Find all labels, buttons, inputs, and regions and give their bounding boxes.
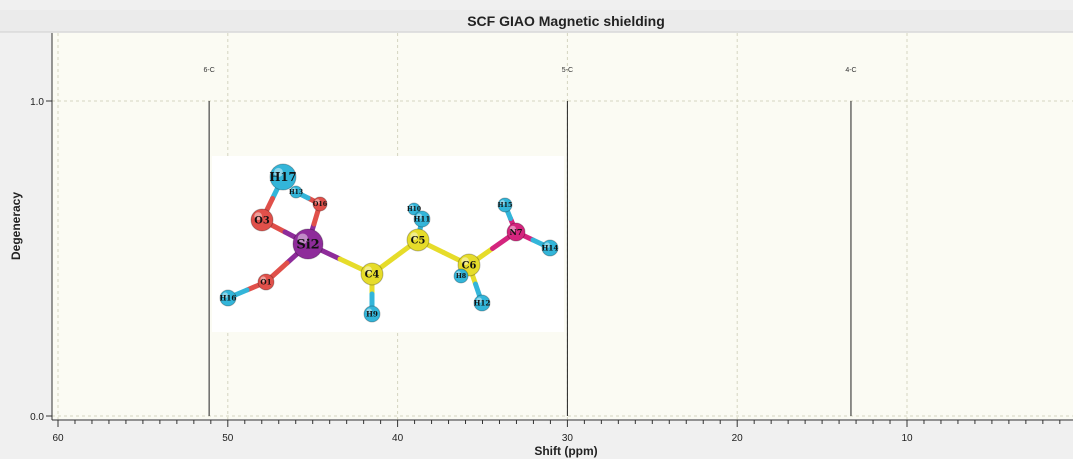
y-tick-label: 1.0: [30, 97, 44, 108]
atom-label: H15: [498, 202, 513, 209]
atom-label: H16: [220, 294, 237, 303]
molecule-image: H17 H13 O16 O3 Si2 O1 H16 C4 H9 H10 H11 C5 C6 H8 H12 N7…: [212, 156, 564, 332]
chart-title: SCF GIAO Magnetic shielding: [467, 13, 665, 29]
atom-highlight: [297, 233, 308, 244]
atom-highlight: [364, 266, 372, 274]
peak-layer: 6-C 5-C 4-C: [203, 67, 857, 416]
atom-label: C5: [411, 235, 426, 246]
atom-n7: [506, 222, 526, 242]
atom-si2: [292, 228, 324, 260]
tick-layer: 60 50 40 30 20 10 0.0 1.0: [30, 97, 1061, 444]
y-axis-label: Degeneracy: [9, 192, 23, 260]
x-axis-label: Shift (ppm): [534, 444, 597, 458]
atom-label: H17: [269, 170, 296, 184]
atom-h17: [269, 163, 297, 191]
atom-h12: [473, 294, 491, 312]
atom-c4: [360, 262, 384, 286]
atom-highlight: [366, 308, 373, 315]
atom-o1: [257, 273, 275, 291]
atom-h11: [413, 210, 431, 228]
atom-h10: [407, 202, 421, 216]
atom-highlight: [461, 257, 469, 265]
atom-label: C6: [462, 260, 477, 271]
atom-highlight: [410, 232, 418, 240]
molecule-image-background: [212, 156, 564, 332]
atom-highlight: [315, 199, 320, 204]
x-tick-label: 40: [392, 433, 404, 444]
atom-label: H8: [456, 273, 467, 280]
title-bar: [0, 10, 1073, 32]
atom-h9: [363, 305, 381, 323]
atom-label: O16: [313, 201, 328, 208]
peak-label: 6-C: [203, 67, 214, 74]
atom-label: H10: [407, 206, 421, 213]
atom-o16: [312, 196, 328, 212]
y-tick-label: 0.0: [30, 412, 44, 423]
atom-highlight: [409, 204, 414, 209]
x-tick-label: 20: [732, 433, 744, 444]
atom-label: H12: [474, 299, 491, 308]
x-tick-label: 10: [901, 433, 913, 444]
atom-highlight: [456, 271, 461, 276]
atom-highlight: [222, 292, 228, 299]
atom-o3: [250, 208, 274, 232]
atom-label: N7: [509, 227, 522, 237]
atom-highlight: [254, 212, 262, 220]
atom-label: Si2: [296, 238, 319, 253]
atom-highlight: [500, 200, 505, 205]
atom-highlight: [291, 187, 296, 192]
atom-h14: [541, 239, 559, 257]
atom-label: H13: [289, 189, 303, 196]
x-tick-label: 30: [562, 433, 574, 444]
atom-label: C4: [365, 269, 380, 280]
atom-h16: [219, 289, 237, 307]
atom-h8: [453, 268, 469, 284]
atom-highlight: [476, 297, 483, 304]
atom-label: O1: [260, 278, 271, 287]
atom-highlight: [260, 276, 267, 283]
atom-c5: [406, 228, 430, 252]
x-tick-label: 60: [52, 433, 64, 444]
x-tick-label: 50: [222, 433, 234, 444]
peak-label: 4-C: [845, 67, 856, 74]
atom-highlight: [273, 167, 284, 177]
atom-label: H14: [542, 244, 559, 253]
atom-highlight: [544, 242, 550, 248]
atom-highlight: [416, 213, 423, 219]
atom-label: H11: [414, 215, 431, 224]
atom-h13: [289, 185, 303, 199]
atom-label: H9: [366, 310, 378, 319]
atom-label: O3: [254, 215, 270, 226]
atom-h15: [497, 197, 513, 213]
atom-highlight: [509, 225, 516, 233]
peak-label: 5-C: [562, 67, 573, 74]
